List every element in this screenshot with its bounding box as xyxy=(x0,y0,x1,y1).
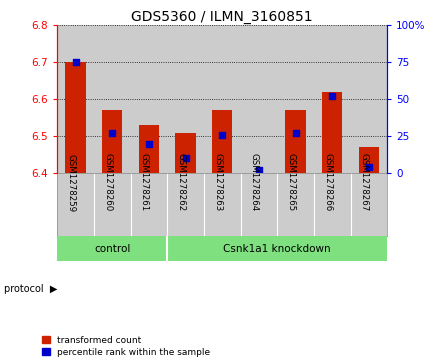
Text: GSM1278265: GSM1278265 xyxy=(286,154,296,212)
Bar xyxy=(351,25,387,173)
Point xyxy=(182,156,189,162)
Point xyxy=(145,141,152,147)
Legend: transformed count, percentile rank within the sample: transformed count, percentile rank withi… xyxy=(40,334,212,359)
Text: GSM1278262: GSM1278262 xyxy=(176,154,186,212)
Point xyxy=(109,130,116,136)
Bar xyxy=(102,110,122,173)
Text: GSM1278264: GSM1278264 xyxy=(250,154,259,212)
Point xyxy=(365,164,372,170)
Bar xyxy=(277,25,314,173)
Text: control: control xyxy=(94,244,130,254)
Text: GSM1278260: GSM1278260 xyxy=(103,154,112,212)
Point xyxy=(292,130,299,136)
Bar xyxy=(212,110,232,173)
Bar xyxy=(139,125,159,173)
Text: GSM1278263: GSM1278263 xyxy=(213,154,222,212)
Bar xyxy=(241,25,277,173)
Text: GSM1278267: GSM1278267 xyxy=(360,154,369,212)
Title: GDS5360 / ILMN_3160851: GDS5360 / ILMN_3160851 xyxy=(132,11,313,24)
Point xyxy=(329,93,336,99)
Bar xyxy=(322,92,342,173)
Bar xyxy=(314,25,351,173)
Bar xyxy=(176,132,196,173)
Bar xyxy=(66,62,86,173)
Bar xyxy=(286,110,306,173)
Text: GSM1278259: GSM1278259 xyxy=(66,154,76,212)
Text: GSM1278266: GSM1278266 xyxy=(323,154,332,212)
Bar xyxy=(94,25,131,173)
Text: protocol  ▶: protocol ▶ xyxy=(4,284,58,294)
Bar xyxy=(204,25,241,173)
Bar xyxy=(359,147,379,173)
Point xyxy=(255,167,262,173)
Point xyxy=(219,132,226,138)
Bar xyxy=(131,25,167,173)
Point xyxy=(72,60,79,65)
Bar xyxy=(57,25,94,173)
Text: Csnk1a1 knockdown: Csnk1a1 knockdown xyxy=(224,244,331,254)
Bar xyxy=(167,25,204,173)
Text: GSM1278261: GSM1278261 xyxy=(140,154,149,212)
